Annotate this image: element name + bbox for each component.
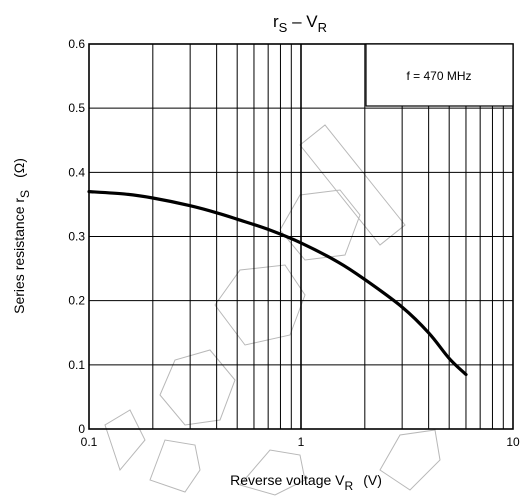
y-tick-label: 0.4 [68, 165, 85, 179]
axes: 00.10.20.30.40.50.60.1 1 10 [68, 37, 520, 449]
x-tick-label: 0.1 [81, 435, 98, 449]
x-tick-label: 10 [506, 435, 520, 449]
chart-title: rS – VR [273, 12, 327, 35]
y-tick-label: 0.5 [68, 101, 85, 115]
x-axis-label: Reverse voltage VR (V) [230, 472, 382, 493]
y-axis-label: Series resistance rS(Ω) [11, 158, 32, 314]
watermark-outline [104, 124, 441, 496]
y-tick-label: 0 [78, 422, 85, 436]
y-tick-label: 0.2 [68, 294, 85, 308]
y-tick-label: 0.6 [68, 37, 85, 51]
series-line-rs [87, 190, 468, 377]
annotation-box: f = 470 MHz [365, 43, 514, 107]
plot-frame [88, 43, 514, 430]
annotation-text: f = 470 MHz [406, 69, 471, 83]
y-tick-label: 0.3 [68, 230, 85, 244]
x-tick-label: 1 [298, 435, 305, 449]
grid [89, 44, 513, 429]
y-tick-label: 0.1 [68, 358, 85, 372]
